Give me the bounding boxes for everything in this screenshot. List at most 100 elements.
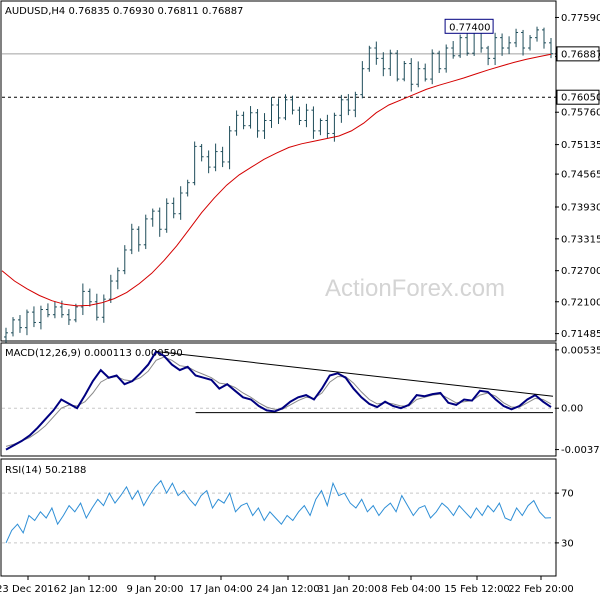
candle [80,283,85,316]
candle [507,36,512,55]
candle [290,95,295,115]
candle [31,306,36,328]
candle [528,35,533,51]
candle [416,61,421,88]
x-tick-label: 8 Feb 04:00 [381,584,440,595]
candle [360,61,365,99]
candle [45,303,50,318]
candle [178,186,183,220]
x-tick-label: 9 Jan 20:00 [127,584,184,595]
x-tick-label: 31 Jan 20:00 [317,584,380,595]
candle [346,94,351,116]
candle [129,223,134,255]
candle [262,113,267,139]
price-y-tick-label: 0.72100 [561,297,600,308]
x-tick-label: 23 Dec 2016 [0,584,60,595]
rsi-panel-frame [0,458,557,577]
x-tick-label: 2 Jan 12:00 [61,584,118,595]
x-tick-label: 17 Jan 04:00 [189,584,252,595]
macd-y-axis: 0.005354 0.00 -0.003792 [2,345,600,456]
candle [108,274,113,303]
price-levels [2,53,555,98]
price-y-axis: 0.775900.768350.757600.751350.745650.739… [555,13,600,340]
moving-average-line [1,53,552,307]
candle [339,94,344,123]
price-moving-average [1,53,552,307]
candle [458,34,463,58]
price-panel-frame [0,0,557,342]
candle [451,41,456,59]
high-annotation-box [444,18,494,34]
candle [465,31,470,56]
candle [318,118,323,136]
candle [409,58,414,92]
x-tick-label: 24 Jan 12:00 [256,584,319,595]
candle [101,294,106,323]
candle [269,97,274,128]
candle [87,288,92,307]
candle [227,126,232,170]
candle [311,106,316,139]
candle [206,150,211,174]
candle [192,141,197,186]
candle [514,28,519,48]
rsi-y-tick-label: 70 [561,489,574,500]
x-tick-label: 22 Feb 20:00 [508,584,574,595]
rsi-lines [5,479,552,544]
rsi-header: RSI(14) 50.2188 [5,465,86,476]
candle [115,267,120,290]
macd-y-tick-label: 0.00 [561,404,583,415]
high-annotation-label: 0.77400 [449,22,490,33]
price-y-tick-label: 0.74565 [561,170,600,181]
candle [402,60,407,82]
candle [17,315,22,333]
candle [542,27,547,49]
candle [24,309,29,336]
candle [521,29,526,56]
candle [234,110,239,136]
price-y-tick-label: 0.71485 [561,329,600,340]
candle [255,108,260,138]
candle [381,52,386,77]
current-price-label: 0.76887 [561,49,600,60]
candle [164,198,169,233]
candle [94,293,99,321]
candle [297,106,302,126]
candle [220,146,225,168]
candle [241,111,246,130]
macd-panel-frame [0,342,557,457]
candle [52,301,57,319]
candle [444,44,449,73]
macd-lines [5,350,554,451]
x-axis: 23 Dec 2016 2 Jan 12:00 9 Jan 20:00 17 Jan … [0,576,574,595]
support-level-label-box [556,89,600,105]
rsi-y-tick-label: 30 [561,538,574,549]
candle [10,317,15,337]
price-y-tick-label: 0.77590 [561,13,600,24]
support-level-label: 0.76050 [561,93,600,104]
watermark: ActionForex.com [325,275,505,302]
candle [283,94,288,121]
candle [276,98,281,124]
candle [430,49,435,85]
candle [535,26,540,42]
candle [122,245,127,275]
candle [493,32,498,66]
candle [549,38,553,59]
candle [388,49,393,76]
candle [150,208,155,227]
candle [437,50,442,74]
candle [38,305,43,330]
macd-y-tick-label: -0.003792 [561,445,600,456]
candle [500,33,505,56]
candle [423,63,428,82]
candle [4,327,8,343]
candle [395,50,400,82]
price-labels: 0.76887 0.76050 0.77400 [444,18,600,105]
price-y-tick-label: 0.73930 [561,202,600,213]
macd-signal-line [5,356,552,447]
candle [143,214,148,250]
candle [325,114,330,139]
price-y-tick-label: 0.75760 [561,108,600,119]
